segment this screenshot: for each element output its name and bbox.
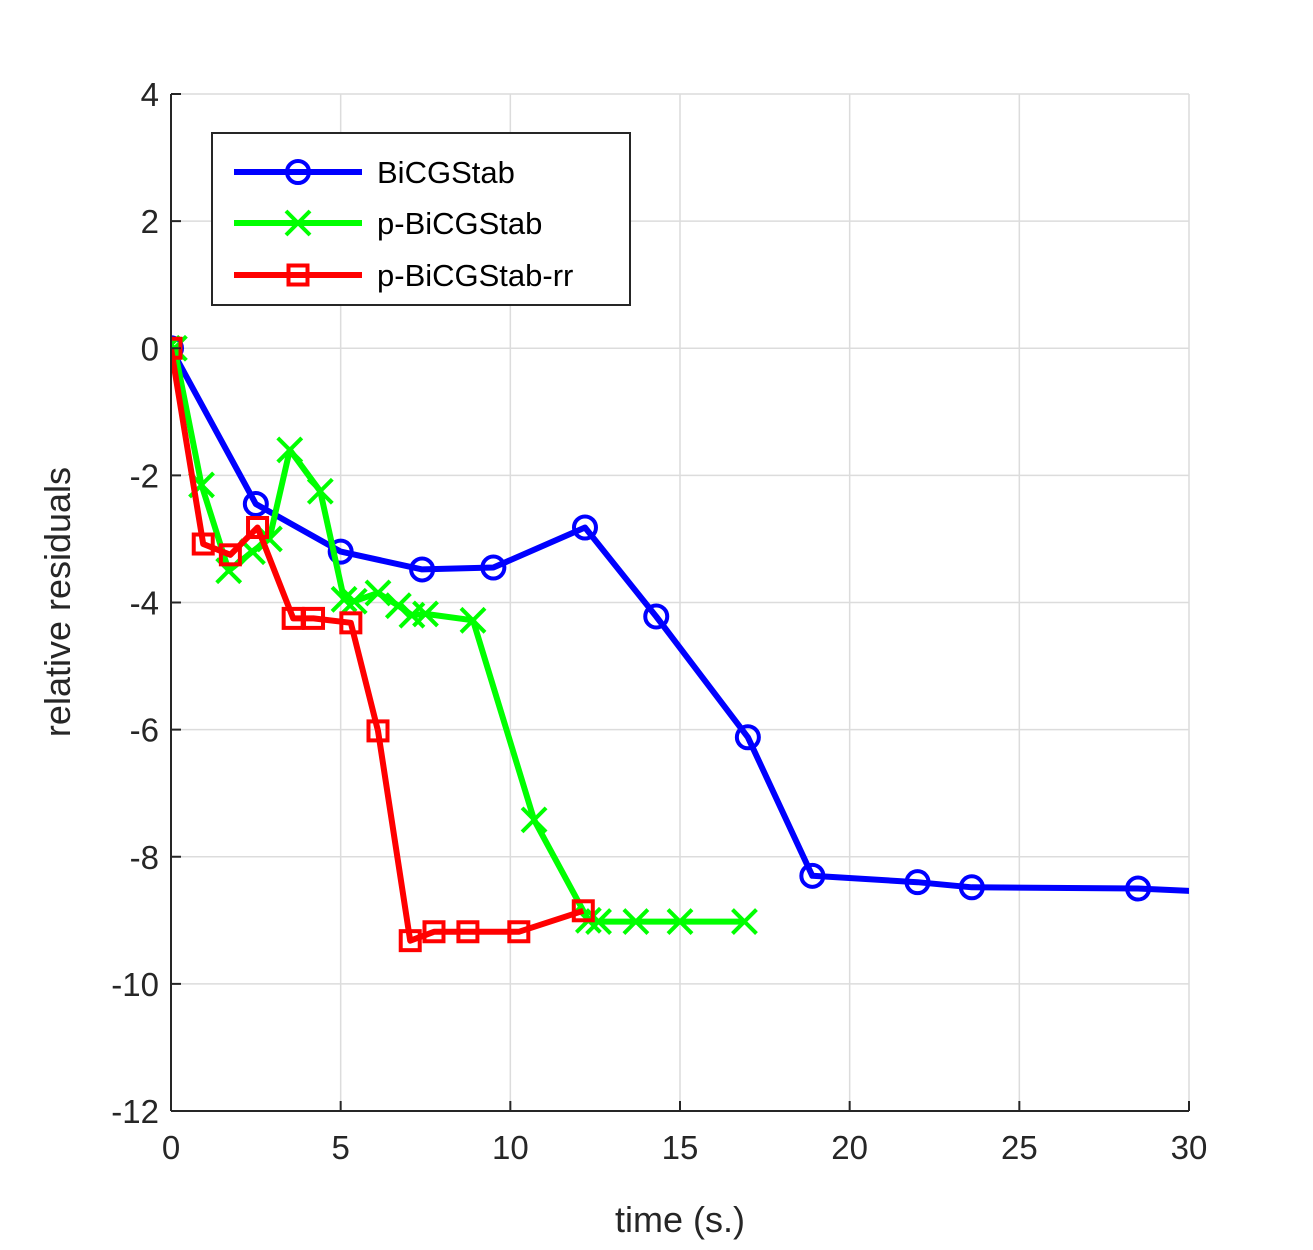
y-tick-label: -10 xyxy=(111,966,159,1003)
legend-label: p-BiCGStab-rr xyxy=(377,258,573,293)
data-point xyxy=(459,606,487,634)
data-point xyxy=(480,554,507,581)
data-point xyxy=(422,920,446,944)
legend-marker xyxy=(286,263,310,287)
data-point xyxy=(958,874,985,901)
data-point xyxy=(364,579,392,607)
data-point xyxy=(306,477,334,505)
y-tick-label: -8 xyxy=(130,839,159,876)
y-axis-label: relative residuals xyxy=(37,467,78,737)
axes xyxy=(170,93,1190,1112)
data-point xyxy=(218,543,242,567)
data-point xyxy=(1195,881,1217,903)
x-tick-label: 0 xyxy=(162,1129,180,1166)
data-point xyxy=(731,908,758,935)
data-point xyxy=(734,724,761,751)
legend: BiCGStab p-BiCGStab p-BiCGStab-rr xyxy=(211,132,631,306)
data-point xyxy=(622,908,650,935)
legend-entry: p-BiCGStab-rr xyxy=(234,258,573,293)
legend-marker xyxy=(285,159,311,185)
data-point xyxy=(456,920,480,944)
data-point xyxy=(507,920,531,944)
x-tick-label: 10 xyxy=(492,1129,529,1166)
y-tick-label: -4 xyxy=(130,585,159,622)
data-point xyxy=(571,899,595,923)
data-point xyxy=(246,515,270,539)
data-point xyxy=(571,514,598,541)
legend-entry: BiCGStab xyxy=(234,155,515,190)
data-point xyxy=(520,806,548,834)
legend-entry: p-BiCGStab xyxy=(234,206,542,241)
data-point xyxy=(412,600,439,628)
data-point xyxy=(191,532,215,556)
data-point xyxy=(904,869,931,896)
series-line xyxy=(171,347,585,944)
legend-label: BiCGStab xyxy=(377,155,515,190)
data-point xyxy=(366,719,390,743)
data-point xyxy=(339,611,363,635)
data-point xyxy=(327,538,354,565)
y-tick-label: 2 xyxy=(141,203,159,240)
data-point xyxy=(799,862,826,889)
y-tick-label: 4 xyxy=(141,76,159,113)
data-point xyxy=(330,585,358,613)
data-point xyxy=(1125,875,1152,902)
y-tick-label: 0 xyxy=(141,330,159,367)
data-point xyxy=(666,908,694,935)
x-tick-label: 5 xyxy=(331,1129,349,1166)
legend-label: p-BiCGStab xyxy=(377,206,542,241)
x-tick-label: 30 xyxy=(1171,1129,1208,1166)
data-point xyxy=(242,490,269,517)
legend-marker xyxy=(284,209,312,237)
data-point xyxy=(398,929,422,953)
data-point xyxy=(643,603,670,630)
y-tick-label: -2 xyxy=(130,457,159,494)
x-tick-label: 20 xyxy=(831,1129,868,1166)
data-point xyxy=(302,606,326,630)
data-point xyxy=(384,592,412,620)
data-point xyxy=(585,908,612,935)
tick-labels: 0 5 10 15 20 25 30 -12 -10 -8 -6 -4 -2 0 2 4 xyxy=(111,76,1207,1166)
x-tick-label: 25 xyxy=(1001,1129,1038,1166)
y-tick-label: -6 xyxy=(130,712,159,749)
series-layer xyxy=(171,334,1217,953)
data-point xyxy=(340,587,368,615)
x-tick-label: 15 xyxy=(662,1129,699,1166)
series-line xyxy=(171,346,1189,894)
data-point xyxy=(409,556,436,583)
data-point xyxy=(276,436,304,464)
y-tick-label: -12 xyxy=(111,1093,159,1130)
x-axis-label: time (s.) xyxy=(615,1199,745,1240)
